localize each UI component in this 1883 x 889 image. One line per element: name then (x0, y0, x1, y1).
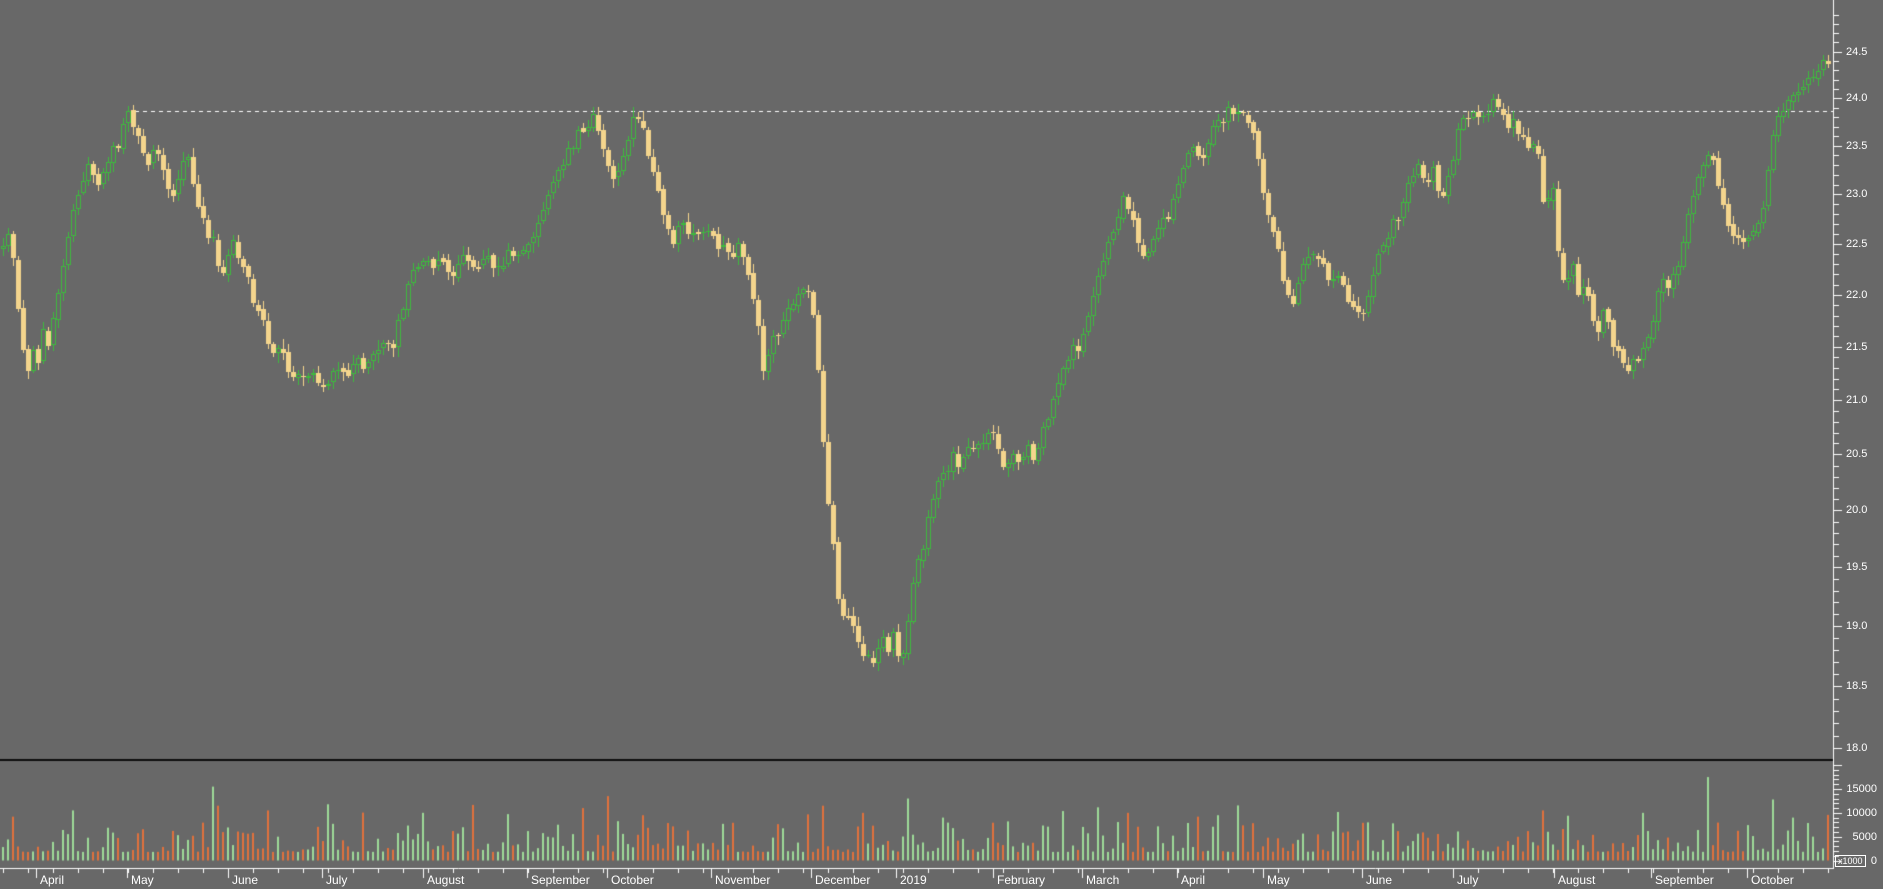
trading-chart-window: 24.5 24.0 23.5 23.0 22.5 22.0 21.5 21.0 20.5 20.0… (0, 0, 1883, 889)
candlestick-chart-canvas[interactable] (0, 0, 1883, 889)
